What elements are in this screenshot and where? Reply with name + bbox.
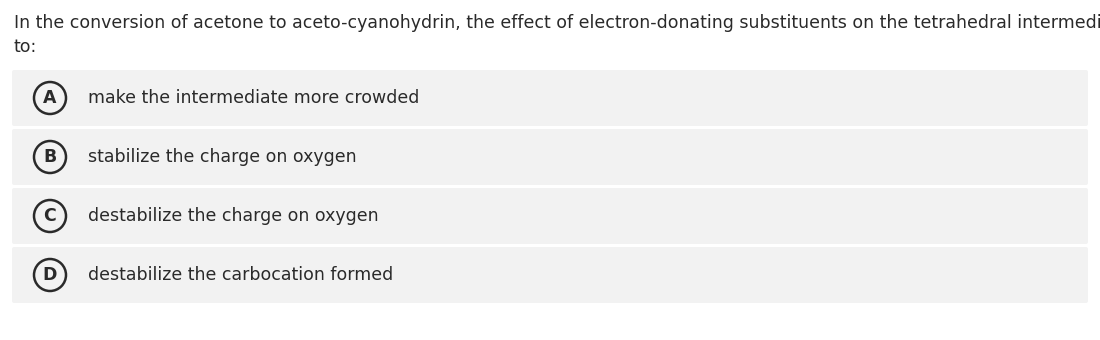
Ellipse shape	[34, 259, 66, 291]
FancyBboxPatch shape	[12, 129, 1088, 185]
Text: D: D	[43, 266, 57, 284]
Text: destabilize the carbocation formed: destabilize the carbocation formed	[88, 266, 394, 284]
FancyBboxPatch shape	[12, 247, 1088, 303]
Text: to:: to:	[14, 38, 37, 56]
Ellipse shape	[34, 82, 66, 114]
Text: destabilize the charge on oxygen: destabilize the charge on oxygen	[88, 207, 378, 225]
Text: In the conversion of acetone to aceto-cyanohydrin, the effect of electron-donati: In the conversion of acetone to aceto-cy…	[14, 14, 1100, 32]
Ellipse shape	[34, 141, 66, 173]
Text: C: C	[44, 207, 56, 225]
FancyBboxPatch shape	[12, 188, 1088, 244]
Ellipse shape	[34, 200, 66, 232]
FancyBboxPatch shape	[12, 70, 1088, 126]
Text: make the intermediate more crowded: make the intermediate more crowded	[88, 89, 419, 107]
Text: stabilize the charge on oxygen: stabilize the charge on oxygen	[88, 148, 356, 166]
Text: A: A	[43, 89, 57, 107]
Text: B: B	[43, 148, 56, 166]
